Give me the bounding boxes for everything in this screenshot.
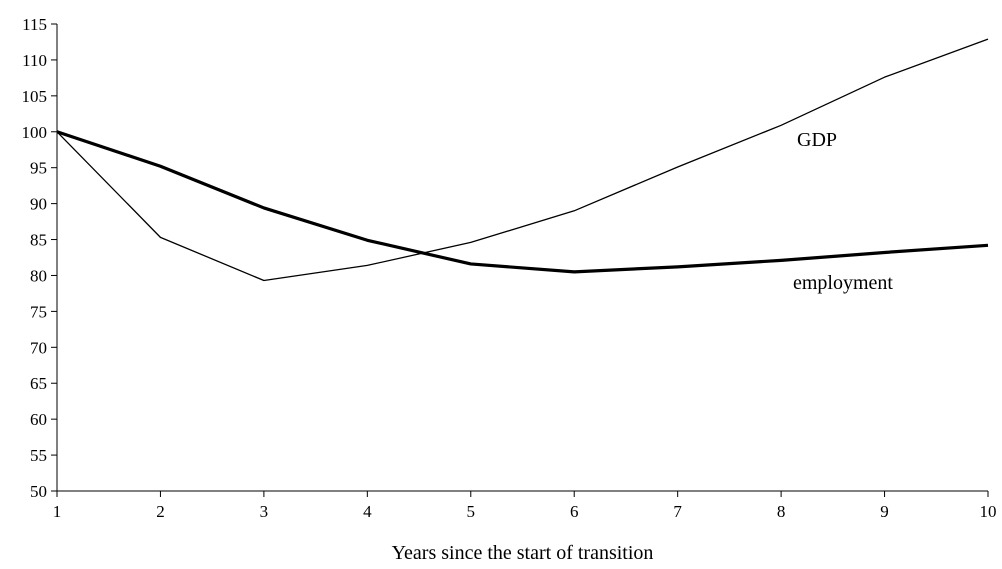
y-tick-label: 95 — [30, 159, 47, 178]
x-tick-label: 4 — [363, 502, 372, 521]
y-tick-label: 100 — [22, 123, 48, 142]
x-tick-label: 1 — [53, 502, 62, 521]
x-tick-label: 8 — [777, 502, 786, 521]
y-tick-label: 75 — [30, 302, 47, 321]
x-tick-label: 10 — [980, 502, 997, 521]
series-line-employment — [56, 130, 989, 274]
x-tick-label: 9 — [880, 502, 889, 521]
y-axis: 50 55 60 65 70 75 80 85 90 95 100 105 110 115 — [22, 15, 58, 501]
x-axis-title: Years since the start of transition — [392, 542, 654, 564]
x-tick-label: 6 — [570, 502, 579, 521]
series-label-gdp: GDP — [797, 129, 837, 151]
x-tick-label: 5 — [467, 502, 476, 521]
y-tick-label: 105 — [22, 87, 48, 106]
y-tick-label: 65 — [30, 374, 47, 393]
x-axis: 1 2 3 4 5 6 7 8 9 10 — [53, 490, 997, 521]
x-tick-label: 3 — [260, 502, 269, 521]
y-tick-label: 70 — [30, 338, 47, 357]
x-tick-label: 7 — [673, 502, 682, 521]
y-tick-label: 85 — [30, 231, 47, 250]
x-tick-label: 2 — [156, 502, 165, 521]
y-tick-label: 50 — [30, 482, 47, 501]
y-tick-label: 60 — [30, 410, 47, 429]
series-line-gdp — [56, 38, 989, 282]
series-labels: GDP employment — [793, 129, 893, 294]
series-lines — [56, 38, 989, 282]
y-tick-label: 110 — [22, 51, 47, 70]
y-tick-label: 115 — [22, 15, 47, 34]
series-label-employment: employment — [793, 272, 893, 294]
y-tick-label: 55 — [30, 446, 47, 465]
y-tick-label: 80 — [30, 266, 47, 285]
y-tick-label: 90 — [30, 195, 47, 214]
